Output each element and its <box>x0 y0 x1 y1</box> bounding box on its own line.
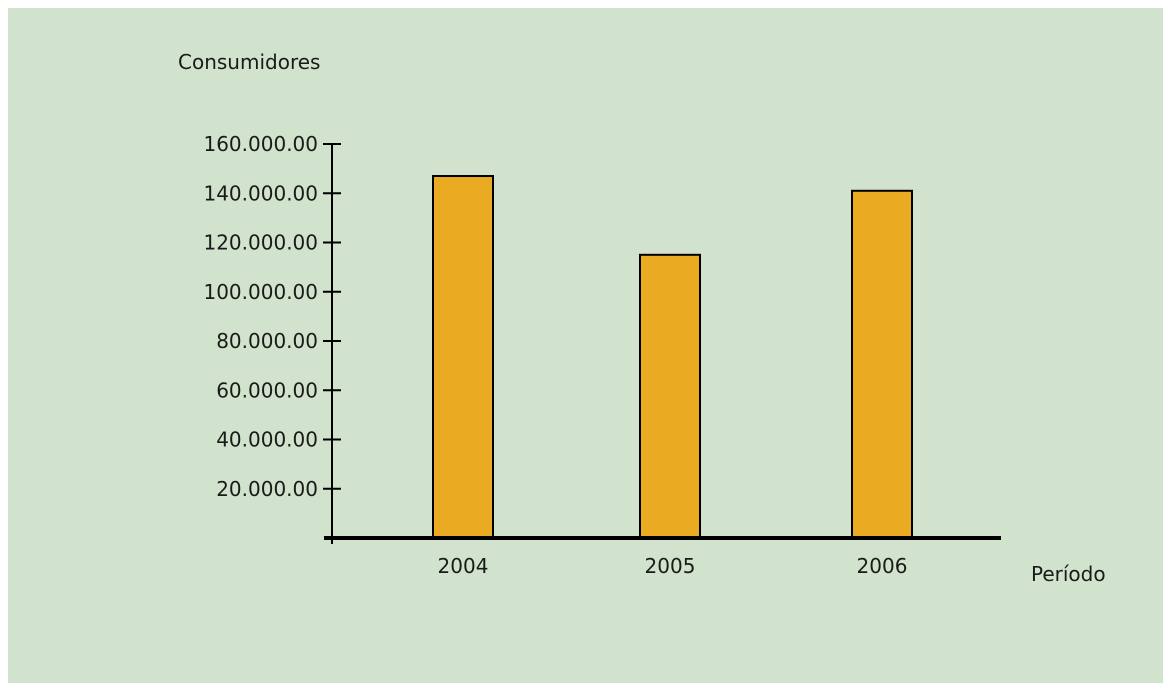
bar-2006 <box>851 189 913 539</box>
y-axis: 20.000.00 40.000.00 60.000.00 80.000.00 100.… <box>203 132 341 544</box>
y-tick-label: 100.000.00 <box>203 280 318 304</box>
y-tick-label: 80.000.00 <box>216 329 318 353</box>
bar-2005 <box>639 253 701 539</box>
chart-background <box>8 8 1163 683</box>
chart-panel: Consumidores Período 20.000.00 40.000.00 6… <box>8 8 1163 683</box>
bar-chart: Consumidores Período 20.000.00 40.000.00 6… <box>8 8 1163 683</box>
y-tick-label: 160.000.00 <box>203 132 318 156</box>
bars-group <box>432 175 913 539</box>
y-axis-title: Consumidores <box>178 50 320 74</box>
x-axis-title: Período <box>1031 562 1106 586</box>
y-tick-label: 40.000.00 <box>216 428 318 452</box>
y-tick-label: 140.000.00 <box>203 181 318 205</box>
bar-2004 <box>432 175 494 539</box>
y-tick-label: 60.000.00 <box>216 378 318 402</box>
y-tick-label: 20.000.00 <box>216 477 318 501</box>
y-tick-label: 120.000.00 <box>203 231 318 255</box>
x-tick-label-2004: 2004 <box>438 554 489 578</box>
x-tick-label-2006: 2006 <box>857 554 908 578</box>
x-axis: 2004 2005 2006 <box>324 536 1001 578</box>
x-tick-label-2005: 2005 <box>645 554 696 578</box>
